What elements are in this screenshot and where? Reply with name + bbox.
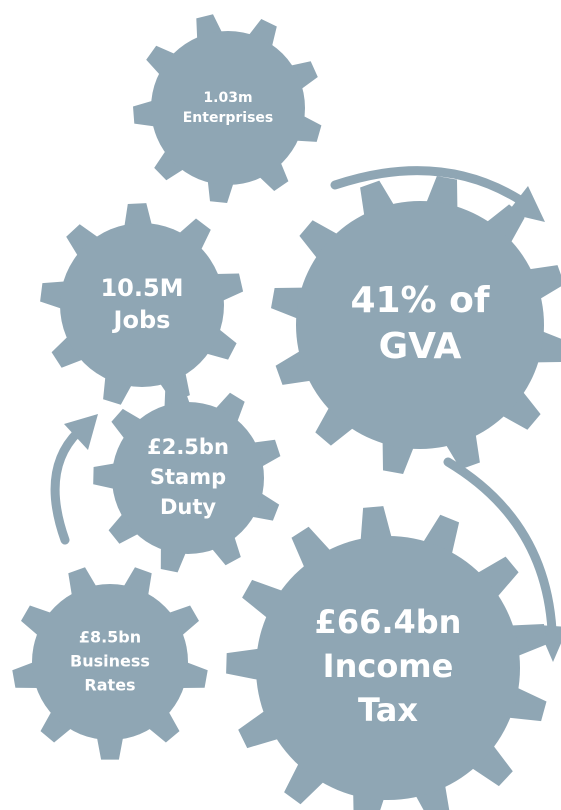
gear-body (296, 201, 544, 449)
arrow-right (443, 457, 557, 635)
gear-label: £2.5bn (147, 435, 229, 459)
gear-body (60, 223, 224, 387)
gear-label: 10.5M (100, 274, 183, 302)
gear: £2.5bn Stamp Duty (93, 383, 281, 573)
gear: £8.5bn Business Rates (12, 567, 208, 760)
gear-body (151, 31, 305, 185)
gear: 10.5M Jobs (40, 203, 244, 405)
gear-label: Tax (358, 691, 418, 729)
gear-label: Stamp (150, 465, 226, 489)
arrow-head (64, 414, 98, 450)
gear-label: 1.03m (203, 90, 252, 106)
gear-label: GVA (379, 326, 462, 367)
gear-label: Jobs (112, 306, 171, 334)
gear-label: Duty (160, 495, 216, 519)
gear-label: £8.5bn (79, 628, 141, 647)
gear-body (112, 402, 264, 554)
gear-body (256, 536, 520, 800)
gear-label: £66.4bn (315, 603, 462, 641)
gear-label: Enterprises (183, 110, 274, 126)
gear-label: 41% of (350, 280, 489, 321)
arrows (50, 166, 561, 662)
gear-body (32, 584, 188, 740)
gear: £66.4bn Income Tax (226, 506, 549, 810)
arrow-top (330, 166, 525, 205)
arrow-left (50, 427, 83, 545)
gear: 1.03m Enterprises (133, 14, 322, 204)
gear-label: Income (323, 647, 454, 685)
gear-label: Business (70, 652, 150, 671)
gears: 1.03m Enterprises 10.5M Jobs 41% of GVA £2.5bn… (12, 14, 561, 810)
gear-label: Rates (84, 676, 135, 695)
gear: 41% of GVA (271, 176, 561, 474)
